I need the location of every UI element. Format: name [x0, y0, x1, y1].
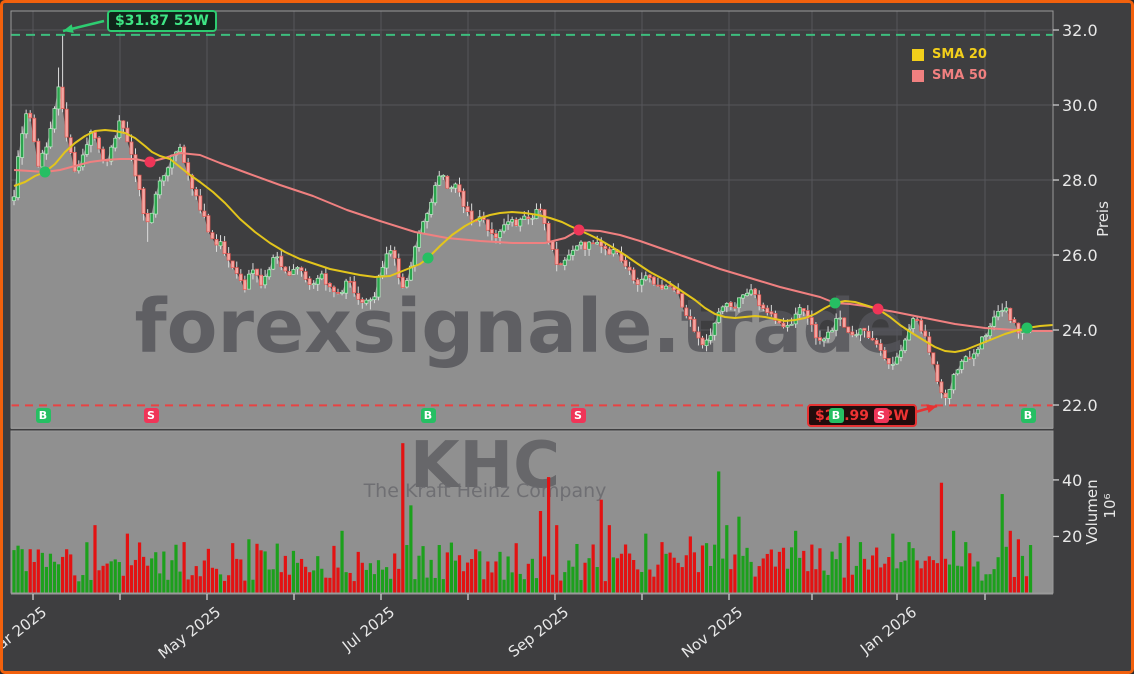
sell-signal-badge: S — [570, 407, 586, 423]
buy-signal-badge: B — [828, 407, 844, 423]
price-tick-label: 26.0 — [1062, 246, 1098, 265]
legend-label-sma20: SMA 20 — [932, 47, 987, 62]
price-tick-label: 30.0 — [1062, 96, 1098, 115]
chart-series-layer — [10, 10, 1059, 600]
watermark-company: The Kraft Heinz Company — [363, 480, 607, 502]
volume-axis-title: Volumen — [1083, 479, 1101, 545]
low-52w-annotation: $21.99 52W — [807, 404, 917, 427]
price-tick-label: 32.0 — [1062, 21, 1098, 40]
buy-signal-badge: B — [1020, 407, 1036, 423]
high-52w-annotation: $31.87 52W — [107, 10, 217, 32]
sell-signal-badge: S — [143, 407, 159, 423]
area-fill-layer — [11, 86, 1053, 430]
sma20-swatch-icon — [912, 48, 924, 61]
legend-label-sma50: SMA 50 — [932, 68, 987, 83]
volume-axis-unit: 10⁶ — [1101, 493, 1119, 519]
sell-signal-badge: S — [873, 407, 889, 423]
buy-signal-badge: B — [420, 407, 436, 423]
volume-tick-label: 20 — [1062, 527, 1083, 547]
volume-tick-label: 40 — [1062, 470, 1083, 490]
legend-item-sma50: SMA 50 — [912, 65, 987, 86]
sma50-swatch-icon — [912, 69, 924, 82]
buy-signal-badge: B — [35, 407, 51, 423]
legend-item-sma20: SMA 20 — [912, 44, 987, 65]
price-tick-label: 28.0 — [1062, 171, 1098, 190]
price-tick-label: 22.0 — [1062, 396, 1098, 415]
legend: SMA 20 SMA 50 — [912, 44, 987, 86]
watermark-site: forexsignale.trade — [134, 284, 905, 370]
price-axis-title: Preis — [1094, 201, 1112, 237]
price-tick-label: 24.0 — [1062, 321, 1098, 340]
watermark-symbol: KHC — [410, 429, 560, 503]
